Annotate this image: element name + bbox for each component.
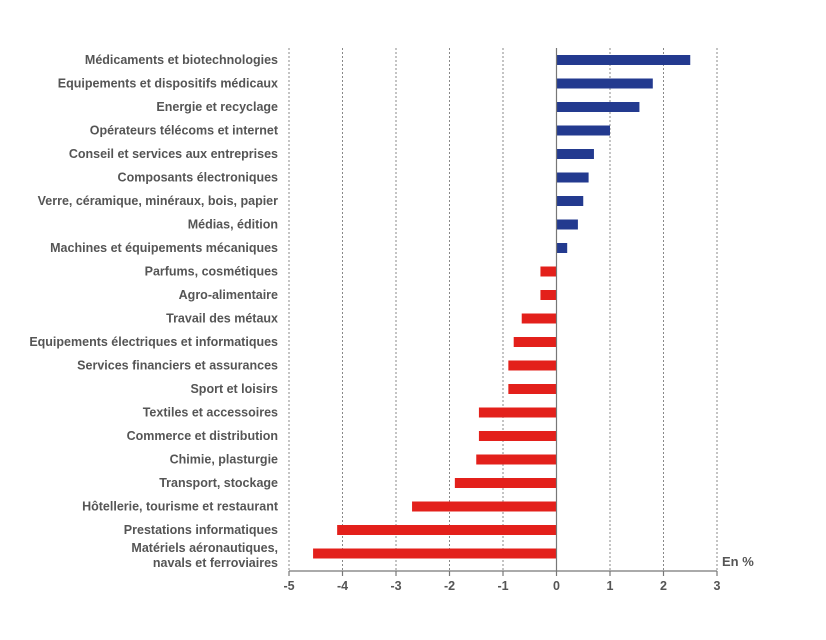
category-label: Hôtellerie, tourisme et restaurant bbox=[82, 500, 279, 514]
category-label: Machines et équipements mécaniques bbox=[50, 241, 278, 255]
bar bbox=[478, 407, 557, 418]
bar bbox=[476, 454, 557, 465]
category-label: Sport et loisirs bbox=[190, 382, 278, 396]
category-label: Equipements électriques et informatiques bbox=[29, 335, 278, 349]
category-label: Composants électroniques bbox=[118, 171, 278, 185]
x-tick-label: 0 bbox=[553, 579, 560, 593]
bar bbox=[556, 55, 691, 65]
category-label: Opérateurs télécoms et internet bbox=[90, 124, 279, 138]
category-label: Prestations informatiques bbox=[124, 523, 278, 537]
bar bbox=[556, 219, 578, 230]
bar bbox=[521, 313, 557, 324]
bar bbox=[556, 125, 610, 136]
category-label: Services financiers et assurances bbox=[77, 359, 278, 373]
category-label: Energie et recyclage bbox=[156, 100, 278, 114]
bar bbox=[556, 243, 568, 253]
category-label: Agro-alimentaire bbox=[179, 288, 278, 302]
bar bbox=[313, 548, 557, 559]
x-tick-label: -5 bbox=[283, 579, 294, 593]
x-tick-label: 3 bbox=[714, 579, 721, 593]
bar bbox=[556, 149, 594, 159]
category-label: Matériels aéronautiques, bbox=[131, 541, 278, 555]
bar bbox=[508, 384, 557, 394]
x-tick-label: -3 bbox=[390, 579, 401, 593]
x-tick-label: 2 bbox=[660, 579, 667, 593]
category-label: Equipements et dispositifs médicaux bbox=[58, 77, 278, 91]
bar bbox=[412, 501, 557, 512]
bar bbox=[508, 360, 557, 371]
category-label: Commerce et distribution bbox=[127, 429, 278, 443]
category-label: Travail des métaux bbox=[166, 312, 278, 326]
category-label: Conseil et services aux entreprises bbox=[69, 147, 278, 161]
bar bbox=[513, 337, 557, 347]
category-label: Verre, céramique, minéraux, bois, papier bbox=[38, 194, 279, 208]
category-label: Transport, stockage bbox=[159, 476, 278, 490]
category-label: Textiles et accessoires bbox=[143, 406, 278, 420]
category-labels: Médicaments et biotechnologies Equipement… bbox=[29, 53, 279, 570]
x-axis: -5 -4 -3 -2 -1 0 1 2 3 bbox=[283, 48, 721, 593]
bar bbox=[337, 525, 557, 535]
category-label: navals et ferroviaires bbox=[153, 556, 278, 570]
bar bbox=[556, 102, 640, 112]
bar bbox=[556, 172, 589, 183]
bar bbox=[556, 196, 584, 206]
unit-label: En % bbox=[722, 554, 754, 569]
bar bbox=[540, 266, 557, 277]
x-tick-label: -4 bbox=[337, 579, 348, 593]
bar bbox=[556, 78, 653, 89]
category-label: Chimie, plasturgie bbox=[170, 453, 278, 467]
category-label: Médicaments et biotechnologies bbox=[85, 53, 278, 67]
bars bbox=[313, 55, 691, 559]
bar bbox=[454, 478, 557, 488]
category-label: Parfums, cosmétiques bbox=[145, 265, 278, 279]
x-tick-label: -1 bbox=[497, 579, 508, 593]
bar bbox=[540, 290, 557, 300]
x-tick-label: -2 bbox=[444, 579, 455, 593]
category-label: Médias, édition bbox=[188, 218, 278, 232]
bar bbox=[478, 431, 557, 441]
grid-lines bbox=[288, 48, 718, 571]
x-tick-label: 1 bbox=[607, 579, 614, 593]
